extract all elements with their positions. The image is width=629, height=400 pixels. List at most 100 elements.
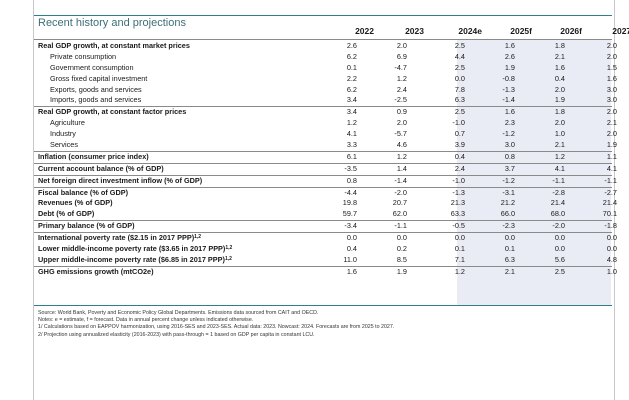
value-cell: 66.0	[500, 209, 515, 219]
note-line: 2/ Projection using annualized elasticit…	[38, 331, 315, 338]
value-cell: 2.4	[396, 84, 407, 94]
table-row: Industry 4.1 -5.7 0.7 -1.2 1.0 2.0	[34, 129, 617, 140]
value-cell: -1.3	[502, 84, 515, 94]
value-cell: -1.1	[394, 221, 407, 231]
value-cell: 0.0	[554, 233, 565, 243]
value-cell: 1.2	[396, 151, 407, 161]
value-cell: 1.2	[346, 118, 357, 128]
value-cell: 8.5	[396, 254, 407, 264]
value-cell: 3.3	[346, 140, 357, 150]
value-cell: 6.1	[346, 151, 357, 161]
value-cell: 0.0	[554, 244, 565, 254]
row-label: Exports, goods and services	[50, 85, 142, 96]
value-cell: 1.6	[606, 73, 617, 83]
value-cell: 3.0	[606, 95, 617, 105]
page-right-border	[614, 0, 615, 400]
row-label-text: Industry	[50, 129, 76, 139]
value-cell: -2.8	[552, 187, 565, 197]
value-cell: 6.9	[396, 51, 407, 61]
value-cell: 2.5	[454, 62, 465, 72]
year-header: 2025f	[510, 26, 532, 36]
note-line: 1/ Calculations based on EAPPOV harmoniz…	[38, 324, 395, 331]
row-label: Net foreign direct investment inflow (% …	[38, 176, 202, 187]
table-row: Imports, goods and services 3.4 -2.5 6.3 -1.…	[34, 95, 617, 106]
value-cell: 2.0	[606, 129, 617, 139]
value-cell: 21.4	[602, 198, 617, 208]
row-label: Agriculture	[50, 118, 85, 129]
value-cell: 3.7	[504, 163, 515, 173]
row-label: GHG emissions growth (mtCO2e)	[38, 267, 154, 278]
row-label: Services	[50, 140, 78, 151]
row-label-text: Real GDP growth, at constant factor pric…	[38, 107, 187, 117]
value-cell: 11.0	[343, 254, 357, 264]
value-cell: 2.5	[454, 107, 465, 117]
value-cell: 2.0	[606, 107, 617, 117]
value-cell: 70.1	[602, 209, 617, 219]
table-row: Upper middle-income poverty rate ($6.85 …	[34, 254, 617, 266]
row-label-text: Primary balance (% of GDP)	[38, 221, 135, 231]
table-row: Debt (% of GDP) 59.7 62.0 63.3 66.0 68.0 70.1	[34, 209, 617, 220]
value-cell: 1.2	[396, 73, 407, 83]
value-cell: -2.0	[394, 187, 407, 197]
year-header: 2022	[355, 26, 374, 36]
table-row: Fiscal balance (% of GDP) -4.4 -2.0 -1.3 -3.…	[34, 186, 617, 199]
value-cell: 1.5	[606, 62, 617, 72]
value-cell: 1.9	[606, 140, 617, 150]
value-cell: 0.0	[396, 233, 407, 243]
row-label: Fiscal balance (% of GDP)	[38, 188, 128, 199]
row-label-text: Inflation (consumer price index)	[38, 151, 149, 161]
table-row: Revenues (% of GDP) 19.8 20.7 21.3 21.2 21.4 2…	[34, 198, 617, 209]
value-cell: 0.4	[346, 244, 357, 254]
table-row: Inflation (consumer price index) 6.1 1.2 0.…	[34, 150, 617, 163]
value-cell: 0.1	[454, 244, 465, 254]
value-cell: 1.9	[504, 62, 515, 72]
value-cell: 0.4	[554, 73, 565, 83]
value-cell: 3.4	[346, 107, 357, 117]
value-cell: 3.9	[454, 140, 465, 150]
value-cell: 2.0	[606, 41, 617, 50]
year-header: 2024e	[458, 26, 482, 36]
footnote-marker: 1,2	[225, 245, 233, 252]
top-rule	[34, 15, 612, 16]
note-line: Notes: e = estimate, f = forecast. Data …	[38, 317, 254, 324]
row-label: Private consumption	[50, 52, 116, 63]
value-cell: 1.8	[554, 41, 565, 50]
table-row: Agriculture 1.2 2.0 -1.0 2.3 2.0 2.1	[34, 118, 617, 129]
value-cell: 0.0	[454, 233, 465, 243]
table-row: Lower middle-income poverty rate ($3.65 …	[34, 244, 617, 255]
row-label: Real GDP growth, at constant market pric…	[38, 41, 190, 52]
value-cell: 0.0	[606, 233, 617, 243]
value-cell: 0.0	[504, 233, 515, 243]
value-cell: 4.1	[554, 163, 565, 173]
table-title: Recent history and projections	[38, 17, 186, 29]
row-label: Imports, goods and services	[50, 95, 141, 106]
value-cell: 4.1	[346, 129, 357, 139]
value-cell: 1.6	[554, 62, 565, 72]
value-cell: 1.6	[504, 41, 515, 50]
row-label-text: Real GDP growth, at constant market pric…	[38, 41, 190, 50]
value-cell: -1.4	[394, 175, 407, 185]
row-label: Industry	[50, 129, 76, 140]
row-label: Gross fixed capital investment	[50, 74, 147, 85]
value-cell: -1.4	[502, 95, 515, 105]
row-label-text: Agriculture	[50, 118, 85, 128]
value-cell: 1.9	[396, 266, 407, 276]
row-label-text: Net foreign direct investment inflow (% …	[38, 175, 203, 185]
value-cell: 59.7	[342, 209, 357, 219]
value-cell: 1.0	[606, 266, 617, 276]
value-cell: 0.8	[504, 151, 515, 161]
value-cell: 4.8	[606, 254, 617, 264]
table-row: GHG emissions growth (mtCO2e) 1.6 1.9 1.2 2.…	[34, 265, 617, 278]
value-cell: 4.6	[396, 140, 407, 150]
value-cell: 2.6	[346, 41, 357, 50]
value-cell: 0.8	[346, 175, 357, 185]
value-cell: 19.8	[342, 198, 357, 208]
row-label-text: Current account balance (% of GDP)	[38, 163, 164, 173]
row-label-text: Government consumption	[50, 62, 134, 72]
row-label: Upper middle-income poverty rate ($6.85 …	[38, 255, 232, 266]
row-label-text: Exports, goods and services	[50, 84, 142, 94]
value-cell: -1.2	[502, 175, 515, 185]
value-cell: 2.1	[504, 266, 515, 276]
value-cell: 1.2	[554, 151, 565, 161]
value-cell: 1.6	[346, 266, 357, 276]
